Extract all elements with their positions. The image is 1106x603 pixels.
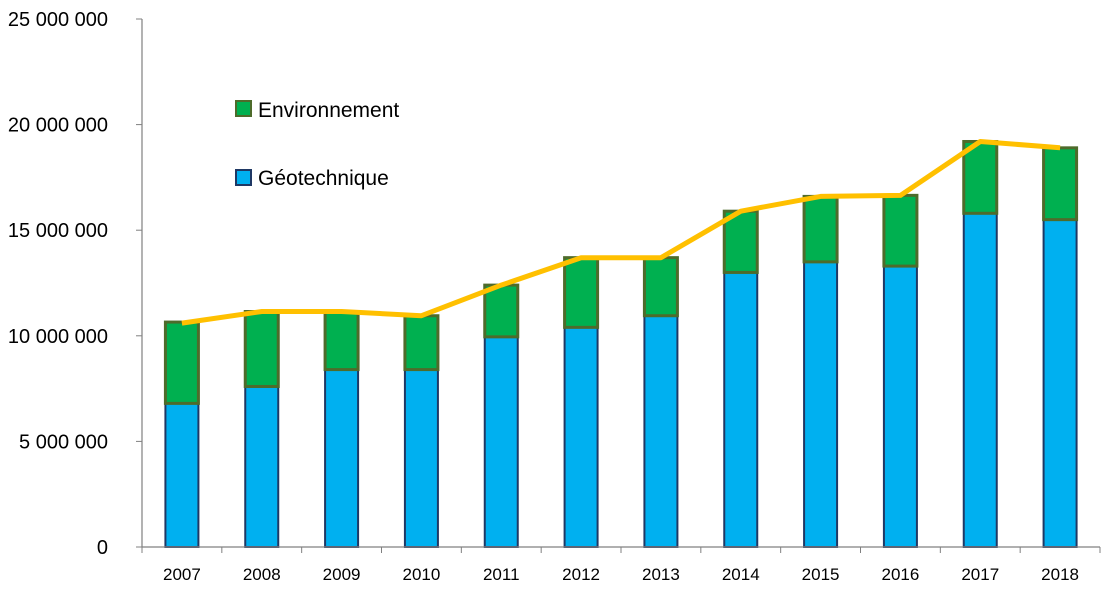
x-tick-label-2012: 2012 [562, 565, 600, 584]
legend-swatch-environnement [235, 100, 252, 117]
bar-environnement-2013 [642, 256, 679, 318]
bar-environnement-2010 [403, 314, 440, 372]
y-tick-label: 15 000 000 [8, 220, 108, 242]
bar-geotechnique-2012 [563, 326, 599, 548]
y-tick-label: 25 000 000 [8, 9, 108, 31]
bar-environnement-2018 [1042, 146, 1079, 222]
legend-label-geotechnique: Géotechnique [258, 167, 389, 190]
y-tick-label: 10 000 000 [8, 326, 108, 348]
bar-environnement-2008 [243, 310, 280, 388]
bar-geotechnique-2016 [882, 265, 918, 548]
x-tick-label-2017: 2017 [961, 565, 999, 584]
x-tick-label-2018: 2018 [1041, 565, 1079, 584]
x-tick-label-2015: 2015 [802, 565, 840, 584]
bar-environnement-2016 [882, 193, 919, 268]
bar-geotechnique-2014 [723, 271, 759, 548]
x-tick-label-2009: 2009 [323, 565, 361, 584]
bar-geotechnique-2011 [483, 335, 519, 548]
x-tick-label-2013: 2013 [642, 565, 680, 584]
bar-geotechnique-2013 [643, 314, 679, 548]
bar-geotechnique-2007 [164, 402, 200, 548]
legend-swatch-geotechnique [235, 169, 252, 186]
bar-geotechnique-2018 [1042, 218, 1078, 548]
total-line-group [181, 139, 1061, 326]
bar-geotechnique-2017 [962, 212, 998, 549]
bar-environnement-2015 [802, 194, 839, 264]
y-tick-label: 20 000 000 [8, 115, 108, 137]
bar-environnement-2012 [563, 256, 600, 329]
x-tick-label-2007: 2007 [163, 565, 201, 584]
x-tick-label-2016: 2016 [882, 565, 920, 584]
x-tick-label-2011: 2011 [483, 565, 520, 584]
x-tick-label-2010: 2010 [403, 565, 441, 584]
y-tick-label: 0 [97, 537, 108, 559]
bars-group [163, 139, 1079, 549]
total-line [181, 139, 1061, 326]
legend-label-environnement: Environnement [258, 99, 399, 122]
y-axis-ticks: 0 5 000 000 10 000 000 15 000 000 20 000 000… [8, 9, 142, 559]
bar-environnement-2009 [323, 310, 360, 372]
bar-geotechnique-2010 [403, 368, 439, 549]
legend: Environnement Géotechnique [235, 99, 399, 190]
bar-geotechnique-2015 [803, 260, 839, 548]
x-tick-label-2008: 2008 [243, 565, 281, 584]
bar-geotechnique-2009 [324, 368, 360, 549]
y-tick-label: 5 000 000 [19, 431, 108, 453]
bar-environnement-2011 [483, 283, 520, 339]
x-tick-label-2014: 2014 [722, 565, 760, 584]
bar-geotechnique-2008 [244, 385, 280, 548]
bar-environnement-2017 [962, 139, 999, 215]
x-axis-ticks: 2007 2008 2009 2010 2011 2012 2013 2014 2015 2016… [141, 547, 1101, 584]
bar-environnement-2007 [163, 320, 200, 405]
